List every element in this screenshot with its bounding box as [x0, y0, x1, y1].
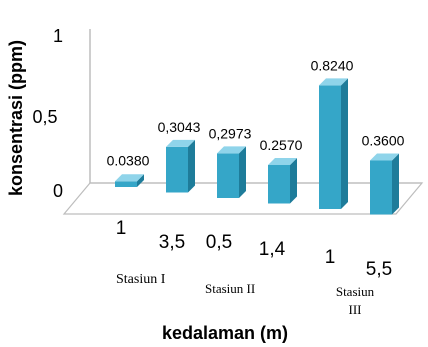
bar-front-0: [115, 181, 137, 187]
data-label-5: 0.3600: [362, 133, 405, 149]
bar-5: [370, 153, 399, 215]
bar-top-0: [115, 174, 144, 182]
bars: [115, 78, 399, 215]
data-label-1: 0,3043: [158, 119, 201, 135]
bar-top-3: [268, 157, 297, 165]
group-label-stasiun-2: Stasiun II: [205, 281, 255, 296]
floor: [62, 182, 424, 215]
bar-3: [268, 157, 297, 204]
bar-top-1: [166, 139, 195, 147]
bar-side-4: [341, 78, 348, 210]
data-label-0: 0.0380: [107, 152, 150, 168]
data-labels: 0.0380 0,3043 0,2973 0.2570 0.8240 0.3600: [107, 57, 405, 168]
bar-side-2: [239, 146, 246, 198]
bar-side-0: [137, 174, 144, 187]
y-axis-title: konsentrasi (ppm): [6, 40, 26, 196]
data-label-3: 0.2570: [260, 137, 303, 153]
category-label-4: 1: [325, 247, 336, 268]
data-label-4: 0.8240: [311, 57, 354, 73]
bar-top-5: [370, 153, 399, 161]
bar-front-3: [268, 164, 290, 204]
bar-2: [217, 146, 246, 198]
bar-front-5: [370, 160, 392, 215]
bar-top-4: [319, 78, 348, 86]
bar-1: [166, 139, 195, 193]
category-label-0: 1: [116, 218, 127, 239]
category-label-1: 3,5: [159, 232, 185, 253]
category-label-3: 1,4: [259, 239, 286, 260]
category-label-2: 0,5: [206, 232, 232, 253]
bar-top-2: [217, 146, 246, 154]
y-tick-label-2: 1: [53, 26, 63, 46]
bar-side-3: [290, 157, 297, 204]
bar-front-2: [217, 153, 239, 198]
category-label-5: 5,5: [366, 259, 392, 280]
group-label-stasiun-3-line1: Stasiun: [336, 284, 375, 299]
bar-front-1: [166, 146, 188, 193]
bar-side-1: [188, 139, 195, 193]
bar-side-5: [392, 153, 399, 215]
group-label-stasiun-1: Stasiun I: [116, 272, 166, 287]
bar-front-4: [319, 85, 341, 209]
y-tick-label-1: 0,5: [32, 107, 57, 127]
group-label-stasiun-3-line2: III: [349, 302, 362, 317]
x-axis-title: kedalaman (m): [162, 323, 288, 343]
bar-0: [115, 174, 144, 187]
data-label-2: 0,2973: [209, 125, 252, 141]
bar-4: [319, 78, 348, 210]
y-tick-label-0: 0: [53, 181, 63, 201]
